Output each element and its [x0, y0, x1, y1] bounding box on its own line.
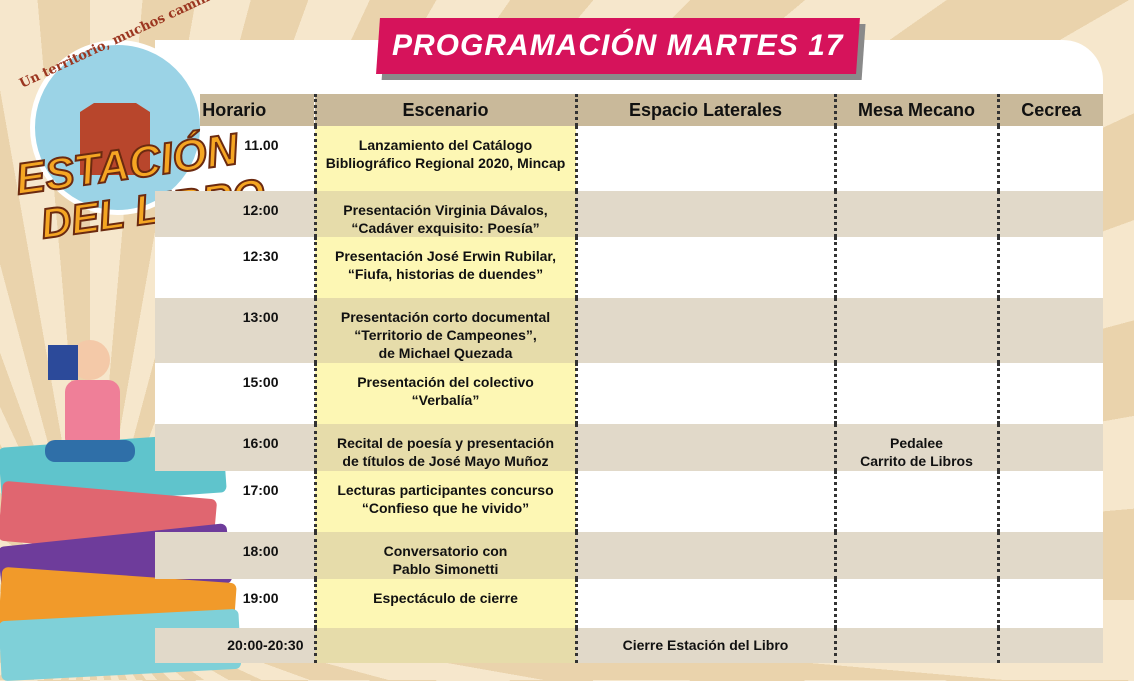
time-cell: 11.00 [244, 137, 279, 153]
cecrea-cell [996, 126, 1103, 191]
table-row: 13:00 Presentación corto documental “Terr… [155, 298, 1103, 363]
page-title: PROGRAMACIÓN MARTES 17 [392, 29, 844, 62]
time-cell: 13:00 [155, 298, 315, 363]
col-laterales: Espacio Laterales [574, 94, 835, 126]
table-row: 20:00-20:30 Cierre Estación del Libro [155, 628, 1103, 663]
table-row: 17:00 Lecturas participantes concurso “Co… [155, 471, 1103, 532]
cecrea-cell [996, 628, 1103, 663]
laterales-cell [574, 126, 835, 191]
laterales-cell [574, 579, 835, 628]
table-row: 12:00 Presentación Virginia Dávalos, “Cad… [155, 191, 1103, 237]
laterales-cell [574, 191, 835, 237]
mecano-cell [833, 532, 998, 579]
time-cell: 15:00 [242, 374, 279, 390]
laterales-cell [574, 237, 835, 298]
cecrea-cell [996, 191, 1103, 237]
mecano-cell [833, 628, 998, 663]
table-row: 19:00 Espectáculo de cierre [155, 579, 1103, 628]
mecano-cell [833, 579, 998, 628]
col-horario: Horario [155, 94, 315, 126]
reader-body [65, 380, 120, 450]
schedule-table: Horario Escenario Espacio Laterales Mesa… [155, 94, 1103, 663]
cecrea-cell [996, 237, 1103, 298]
time-cell: 20:00-20:30 [155, 628, 315, 663]
time-cell: 17:00 [242, 482, 279, 498]
escenario-cell: Conversatorio con Pablo Simonetti [313, 532, 576, 579]
escenario-cell: Presentación José Erwin Rubilar, “Fiufa,… [313, 237, 576, 298]
mecano-cell [833, 471, 998, 532]
laterales-cell: Cierre Estación del Libro [574, 628, 835, 663]
escenario-cell: Presentación corto documental “Territori… [313, 298, 576, 363]
escenario-cell: Presentación del colectivo “Verbalía” [313, 363, 576, 424]
time-cell: 18:00 [155, 532, 315, 579]
escenario-cell: Espectáculo de cierre [313, 579, 576, 628]
table-row: 16:00 Recital de poesía y presentación de… [155, 424, 1103, 471]
escenario-cell [313, 628, 576, 663]
mecano-cell [833, 237, 998, 298]
escenario-cell: Recital de poesía y presentación de títu… [313, 424, 576, 471]
escenario-cell: Lanzamiento del Catálogo Bibliográfico R… [313, 126, 576, 191]
cecrea-cell [996, 298, 1103, 363]
cecrea-cell [996, 579, 1103, 628]
time-cell: 12:00 [155, 191, 315, 237]
time-cell: 19:00 [242, 590, 279, 606]
table-row: 18:00 Conversatorio con Pablo Simonetti [155, 532, 1103, 579]
reader-legs [45, 440, 135, 462]
escenario-cell: Lecturas participantes concurso “Confies… [313, 471, 576, 532]
laterales-cell [574, 471, 835, 532]
table-row: 11.00 Lanzamiento del Catálogo Bibliográf… [155, 126, 1103, 191]
col-cecrea: Cecrea [996, 94, 1103, 126]
cecrea-cell [996, 363, 1103, 424]
mecano-cell [833, 126, 998, 191]
mecano-cell: Pedalee Carrito de Libros [833, 424, 998, 471]
time-cell: 12:30 [242, 248, 279, 264]
building-illustration [80, 103, 150, 175]
logo-badge [30, 40, 205, 215]
table-header: Horario Escenario Espacio Laterales Mesa… [155, 94, 1103, 126]
title-banner: PROGRAMACIÓN MARTES 17 [376, 18, 860, 74]
reader-book [48, 345, 78, 380]
table-row: 15:00 Presentación del colectivo “Verbalí… [155, 363, 1103, 424]
laterales-cell [574, 298, 835, 363]
mecano-cell [833, 191, 998, 237]
laterales-cell [574, 363, 835, 424]
table-row: 12:30 Presentación José Erwin Rubilar, “F… [155, 237, 1103, 298]
laterales-cell [574, 532, 835, 579]
mecano-cell [833, 363, 998, 424]
mecano-cell [833, 298, 998, 363]
col-mecano: Mesa Mecano [833, 94, 998, 126]
cecrea-cell [996, 532, 1103, 579]
time-cell: 16:00 [155, 424, 315, 471]
cecrea-cell [996, 424, 1103, 471]
escenario-cell: Presentación Virginia Dávalos, “Cadáver … [313, 191, 576, 237]
col-escenario: Escenario [313, 94, 576, 126]
cecrea-cell [996, 471, 1103, 532]
laterales-cell [574, 424, 835, 471]
